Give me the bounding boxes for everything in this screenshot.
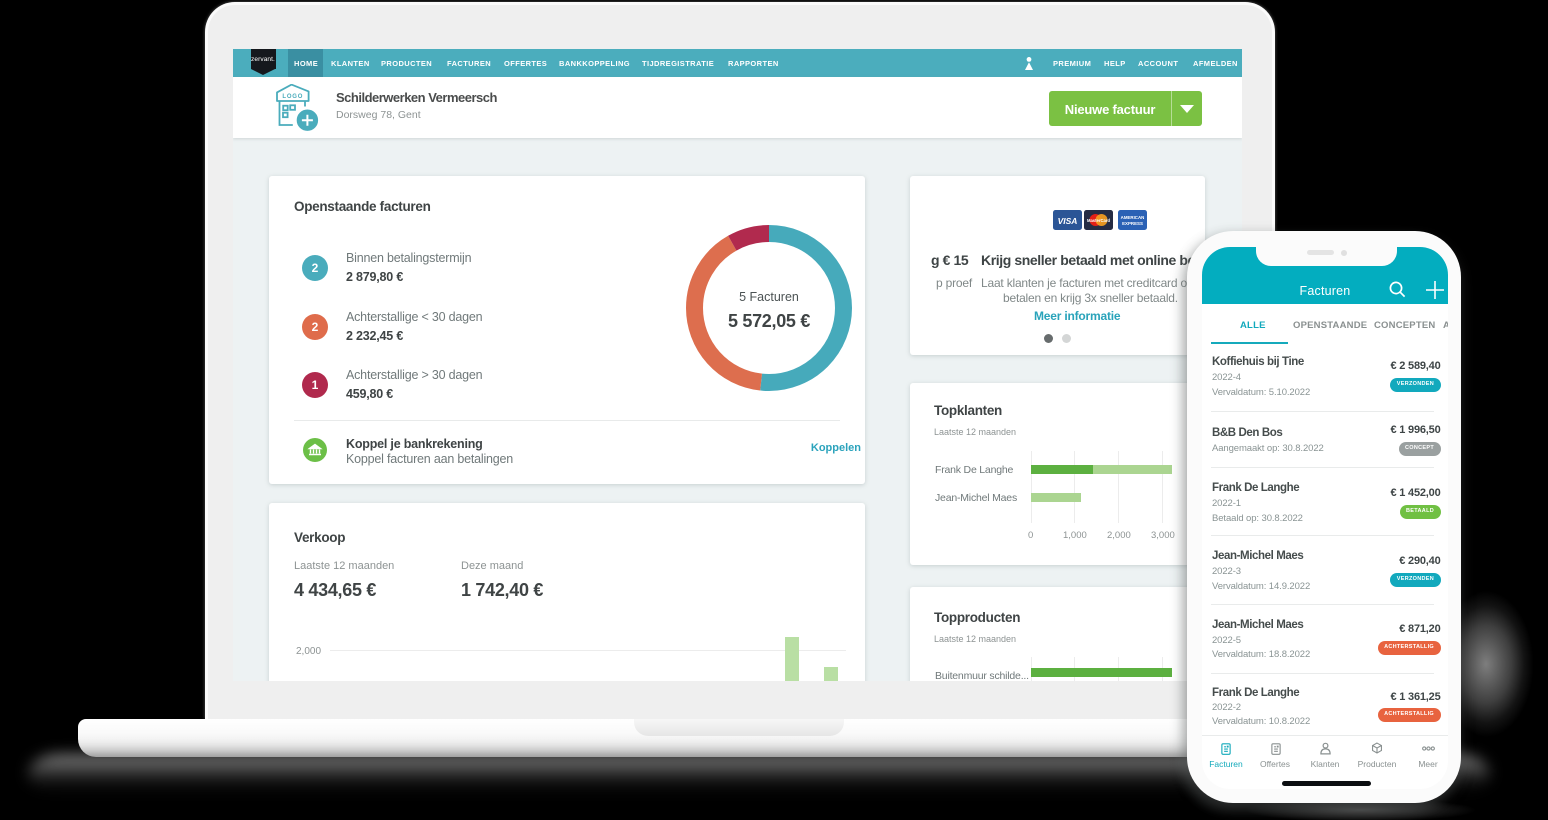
- svg-text:EXPRESS: EXPRESS: [1122, 221, 1143, 226]
- svg-text:AMERICAN: AMERICAN: [1121, 215, 1145, 220]
- svg-text:MasterCard: MasterCard: [1087, 218, 1110, 223]
- svg-text:LOGO: LOGO: [282, 94, 303, 100]
- svg-text:VISA: VISA: [1058, 216, 1078, 226]
